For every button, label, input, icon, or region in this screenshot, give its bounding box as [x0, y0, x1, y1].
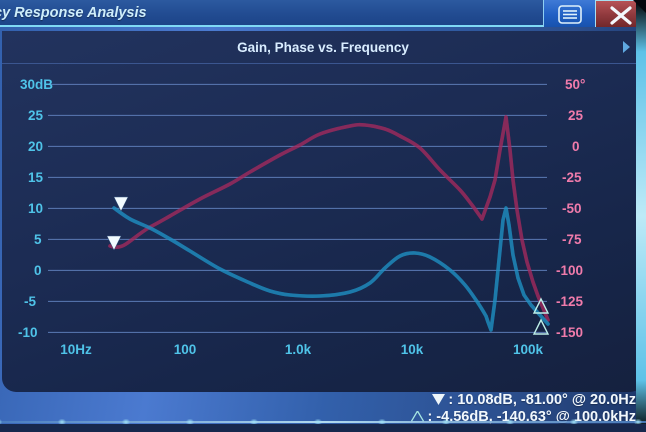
svg-text:0: 0: [572, 139, 580, 154]
svg-text:50°: 50°: [565, 77, 585, 92]
svg-text:30dB: 30dB: [20, 77, 53, 92]
svg-text:100k: 100k: [513, 342, 544, 357]
svg-text:0: 0: [34, 263, 42, 278]
svg-text:5: 5: [34, 232, 42, 247]
svg-text:-75: -75: [562, 232, 582, 247]
svg-text:-25: -25: [562, 170, 582, 185]
svg-text:-10: -10: [18, 325, 38, 340]
svg-text:20: 20: [28, 139, 43, 154]
svg-text:1.0k: 1.0k: [285, 342, 312, 357]
svg-text:15: 15: [28, 170, 44, 185]
svg-text:-100: -100: [556, 263, 583, 278]
svg-text:-150: -150: [556, 325, 583, 340]
svg-text:10k: 10k: [401, 342, 424, 357]
svg-text:-125: -125: [556, 294, 584, 309]
svg-text:25: 25: [568, 108, 584, 123]
svg-text:-5: -5: [24, 294, 36, 309]
svg-text:-50: -50: [562, 201, 582, 216]
svg-text:10Hz: 10Hz: [60, 342, 92, 357]
svg-text:100: 100: [174, 342, 197, 357]
svg-text:10: 10: [28, 201, 43, 216]
svg-text:25: 25: [28, 108, 44, 123]
